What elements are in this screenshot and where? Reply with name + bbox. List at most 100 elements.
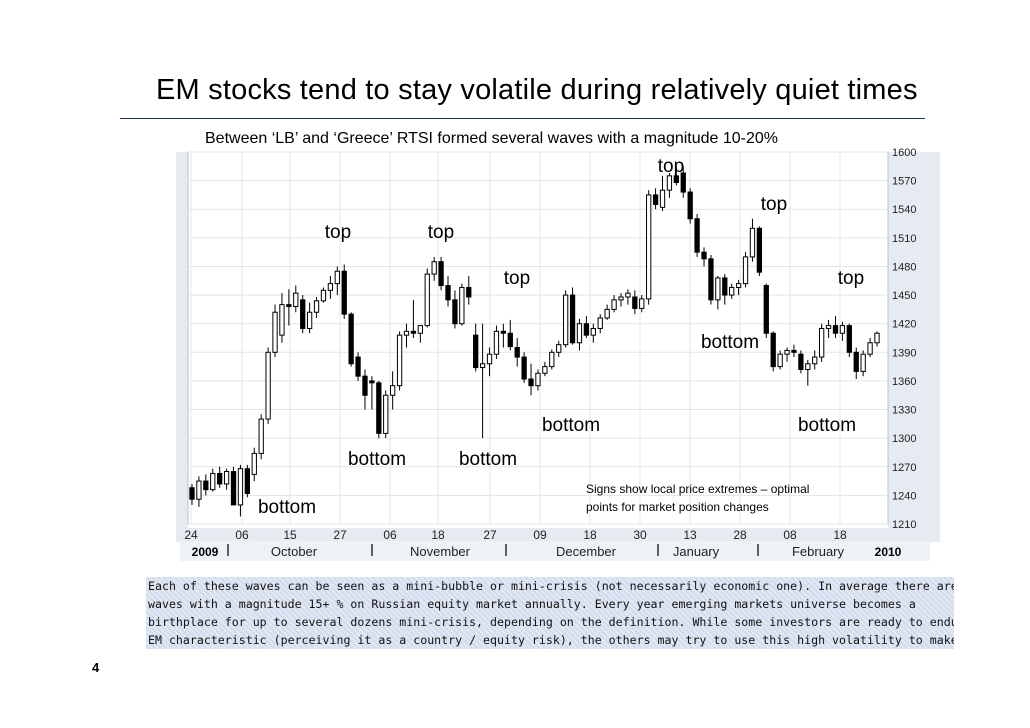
x-tick-label: 09 — [533, 528, 547, 542]
y-tick-label: 1360 — [892, 376, 916, 388]
candle-up — [313, 300, 320, 313]
x-tick-label: 24 — [184, 528, 198, 542]
y-tick-label: 1330 — [892, 405, 916, 417]
candle-down — [687, 191, 693, 220]
chart-left-margin — [176, 152, 188, 528]
candle-up — [320, 289, 327, 302]
page-number: 4 — [92, 660, 100, 675]
candle-up — [812, 356, 818, 365]
candle-up — [403, 330, 410, 336]
candle-up — [431, 261, 437, 275]
note-line: Each of these waves can be seen as a min… — [148, 579, 954, 593]
bottom-annotation: bottom — [701, 332, 759, 353]
candle-up — [625, 292, 631, 298]
candle-up — [334, 270, 340, 285]
candle-down — [341, 270, 347, 315]
candle-down — [507, 332, 513, 348]
candle-down — [244, 468, 250, 494]
y-tick-label: 1420 — [892, 319, 916, 331]
month-label: February — [792, 544, 845, 559]
candle-up — [874, 332, 880, 344]
candle-up — [272, 311, 278, 353]
y-tick-label: 1450 — [892, 290, 916, 302]
candle-down — [452, 299, 458, 325]
candle-up — [535, 372, 541, 387]
top-annotation: top — [504, 268, 530, 289]
year-label: 2010 — [875, 545, 902, 559]
bottom-annotation: bottom — [459, 449, 517, 470]
candle-up — [777, 353, 783, 368]
candle-up — [251, 452, 257, 475]
candle-up — [493, 330, 500, 355]
month-label: October — [271, 544, 318, 559]
x-tick-label: 27 — [483, 528, 497, 542]
candle-up — [590, 327, 596, 336]
candle-up — [196, 480, 202, 500]
top-annotation: top — [838, 268, 864, 289]
slide-subtitle: Between ‘LB’ and ‘Greece’ RTSI formed se… — [205, 130, 779, 147]
candle-up — [735, 283, 742, 288]
y-tick-label: 1540 — [892, 204, 916, 216]
candle-down — [770, 332, 776, 368]
candle-up — [742, 256, 749, 285]
x-tick-label: 30 — [633, 528, 647, 542]
candle-down — [756, 227, 763, 273]
candle-up — [327, 283, 334, 291]
candle-down — [798, 353, 804, 370]
candle-down — [473, 334, 479, 369]
candle-down — [652, 194, 659, 205]
candle-up — [666, 175, 673, 191]
x-tick-label: 27 — [333, 528, 347, 542]
candle-up — [424, 273, 430, 327]
candle-up — [486, 353, 493, 365]
candle-down — [203, 480, 209, 491]
x-tick-label: 08 — [783, 528, 797, 542]
title-divider — [120, 118, 925, 119]
y-tick-label: 1240 — [892, 490, 916, 502]
candle-down — [189, 487, 195, 500]
candle-up — [562, 294, 569, 346]
note-line: waves with a magnitude 15+ % on Russian … — [148, 597, 916, 611]
month-label: January — [673, 544, 720, 559]
candle-down — [286, 304, 292, 308]
candle-down — [466, 286, 472, 298]
candle-down — [763, 285, 769, 334]
candle-up — [556, 344, 562, 353]
y-tick-label: 1600 — [892, 147, 916, 159]
bottom-annotation: bottom — [258, 497, 316, 518]
candle-up — [265, 351, 271, 420]
candle-up — [390, 385, 396, 396]
candle-down — [528, 378, 534, 387]
candle-up — [839, 325, 846, 334]
legend-note-line: points for market position changes — [586, 500, 769, 514]
y-tick-label: 1210 — [892, 519, 916, 531]
y-tick-label: 1480 — [892, 261, 916, 273]
candle-down — [376, 382, 382, 434]
y-tick-label: 1510 — [892, 233, 916, 245]
candle-up — [618, 296, 624, 301]
candle-up — [383, 394, 389, 434]
month-label: November — [410, 544, 471, 559]
x-tick-label: 15 — [283, 528, 297, 542]
bottom-annotation: bottom — [348, 449, 406, 470]
candle-up — [459, 286, 465, 325]
candle-down — [708, 258, 714, 301]
candle-up — [396, 334, 403, 387]
note-line: birthplace for up to several dozens mini… — [148, 615, 954, 629]
explanation-note: Each of these waves can be seen as a min… — [146, 577, 954, 649]
candle-up — [825, 325, 832, 329]
candle-down — [362, 375, 368, 396]
x-tick-label: 18 — [833, 528, 847, 542]
candle-down — [569, 294, 576, 344]
candle-up — [417, 325, 423, 334]
y-tick-label: 1300 — [892, 433, 916, 445]
candle-up — [604, 308, 610, 319]
candle-up — [306, 311, 313, 329]
candle-down — [583, 323, 590, 336]
candle-up — [279, 304, 285, 336]
candle-up — [549, 351, 555, 368]
y-axis-panel — [888, 152, 940, 528]
candle-up — [237, 468, 244, 506]
candlestick-chart: 1210124012701300133013601390142014501480… — [176, 147, 940, 561]
candle-down — [355, 356, 361, 377]
